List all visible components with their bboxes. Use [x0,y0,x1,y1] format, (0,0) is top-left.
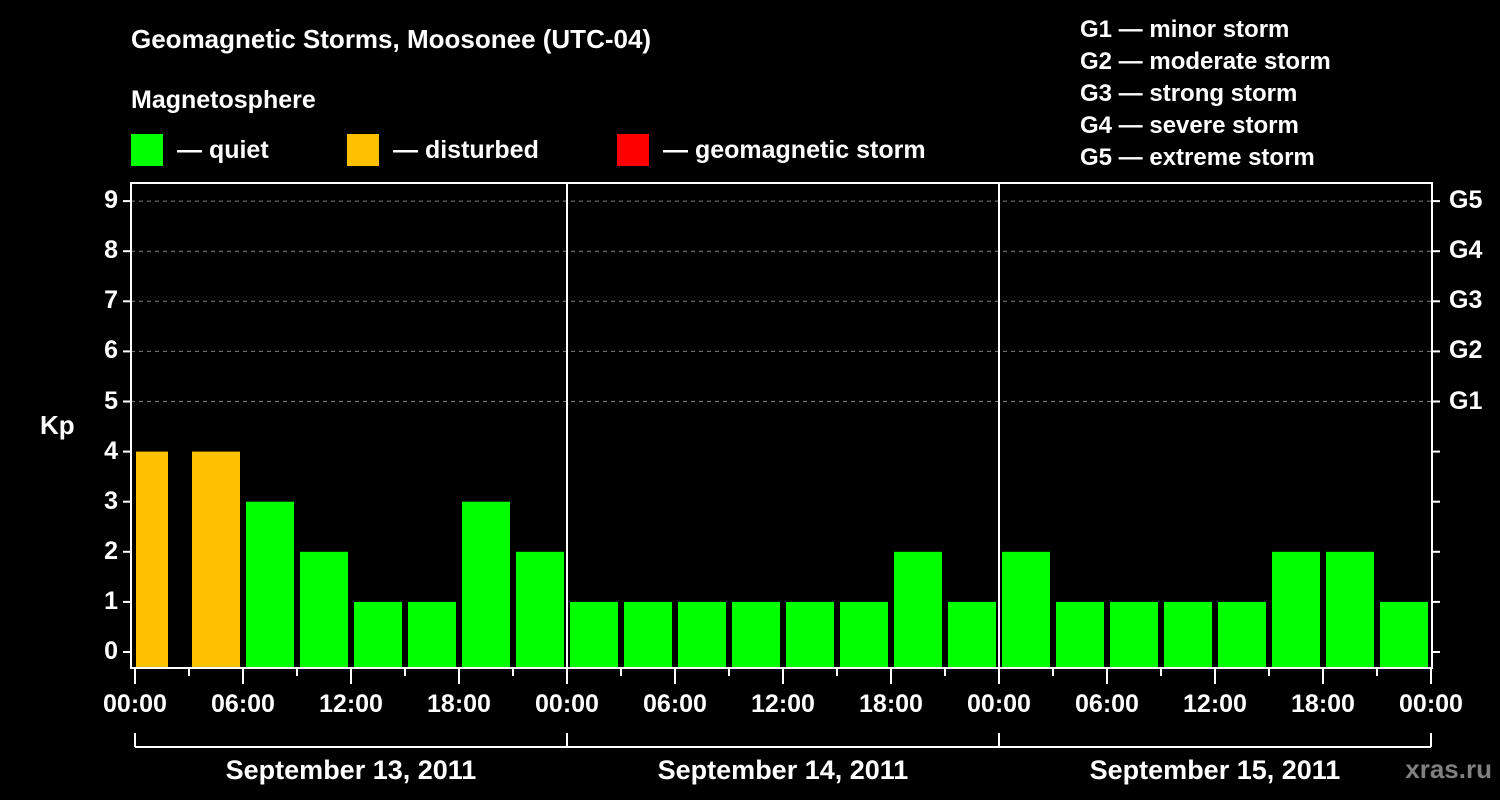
kp-bar [894,551,942,668]
x-tick-label: 06:00 [1075,690,1139,718]
g-scale-label: G1 [1449,386,1483,415]
kp-bar [300,551,348,668]
x-tick-label: 12:00 [1183,690,1247,718]
legend-label: — disturbed [393,135,539,164]
kp-bar [732,601,780,668]
kp-bar [1272,551,1320,668]
day-label: September 13, 2011 [225,755,477,785]
storm-scale-legend: G1 — minor storm G2 — moderate storm G3 … [1080,14,1331,174]
x-tick-label: 18:00 [859,690,923,718]
legend-label: — geomagnetic storm [663,135,926,164]
x-tick-label: 00:00 [1399,690,1463,718]
legend-disturbed: — disturbed [347,134,539,166]
kp-bar [408,601,456,668]
storm-scale-item: G3 — strong storm [1080,80,1298,107]
g-scale-label: G5 [1449,186,1483,215]
kp-bar [136,451,168,668]
kp-bar [948,601,996,668]
x-tick-label: 06:00 [643,690,707,718]
kp-bar [1380,601,1428,668]
x-tick-label: 18:00 [1291,690,1355,718]
g-scale-label: G2 [1449,336,1483,365]
y-axis-label: Kp [40,410,75,440]
x-tick-label: 12:00 [751,690,815,718]
kp-bar [1002,551,1050,668]
chart-subtitle: Magnetosphere [131,86,316,114]
kp-bar [192,451,240,668]
day-label: September 15, 2011 [1089,755,1341,785]
kp-bar [1110,601,1158,668]
swatch-quiet-icon [131,134,163,166]
kp-bar [1164,601,1212,668]
x-tick-label: 00:00 [967,690,1031,718]
kp-bar [354,601,402,668]
x-tick-label: 18:00 [427,690,491,718]
storm-scale-item: G2 — moderate storm [1080,48,1331,75]
kp-bar [516,551,564,668]
y-tick-label: 2 [104,536,118,565]
kp-bar [246,501,294,668]
x-tick-label: 00:00 [535,690,599,718]
kp-bar [462,501,510,668]
y-tick-label: 8 [104,236,118,265]
storm-scale-item: G1 — minor storm [1080,16,1290,43]
swatch-storm-icon [617,134,649,166]
storm-scale-item: G5 — extreme storm [1080,144,1315,171]
watermark: xras.ru [1405,754,1492,784]
y-tick-label: 4 [104,436,118,465]
g-scale-label: G3 [1449,286,1483,315]
kp-bar [570,601,618,668]
y-tick-label: 0 [104,637,118,665]
legend-quiet: — quiet [131,134,269,166]
legend-storm: — geomagnetic storm [617,134,926,166]
kp-bar [786,601,834,668]
y-tick-label: 3 [104,486,118,515]
day-label: September 14, 2011 [657,755,909,785]
kp-bar [1218,601,1266,668]
g-scale-label: G4 [1449,236,1483,265]
y-tick-label: 6 [104,336,118,365]
y-tick-label: 9 [104,186,118,215]
kp-bar [1056,601,1104,668]
y-tick-label: 5 [104,386,118,415]
kp-bar [1326,551,1374,668]
chart-title: Geomagnetic Storms, Moosonee (UTC-04) [131,24,652,54]
legend-label: — quiet [177,135,269,164]
x-tick-label: 12:00 [319,690,383,718]
storm-scale-item: G4 — severe storm [1080,112,1299,139]
kp-bar [624,601,672,668]
y-tick-label: 7 [104,286,118,315]
x-tick-label: 00:00 [103,690,167,718]
y-tick-label: 1 [104,586,118,615]
kp-bar [678,601,726,668]
swatch-disturbed-icon [347,134,379,166]
x-tick-label: 06:00 [211,690,275,718]
kp-bar [840,601,888,668]
